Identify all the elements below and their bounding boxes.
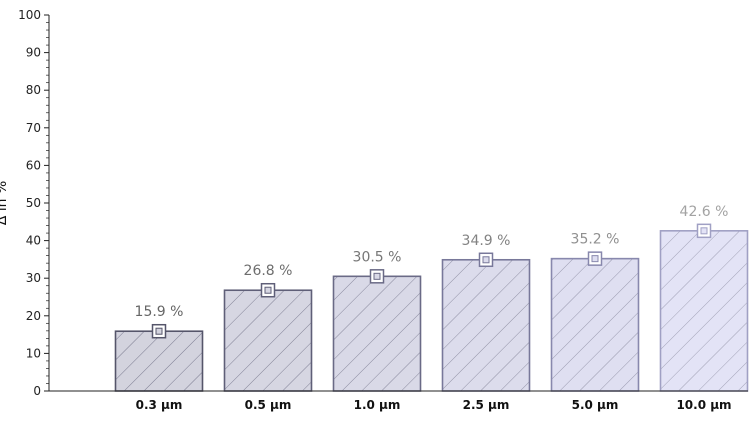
y-tick-label: 70 — [26, 121, 41, 135]
bar-marker-inner — [591, 255, 599, 263]
bar-hatch — [115, 331, 203, 391]
y-axis-title: Δ in % — [0, 181, 10, 226]
bar-hatch — [551, 258, 639, 391]
y-tick-label: 60 — [26, 158, 41, 172]
y-tick-label: 90 — [26, 46, 41, 60]
data-label: 35.2 % — [571, 232, 620, 248]
data-label: 30.5 % — [353, 249, 402, 265]
data-label: 15.9 % — [135, 304, 184, 320]
data-label: 26.8 % — [244, 263, 293, 279]
y-tick-label: 100 — [18, 8, 41, 22]
y-tick-label: 30 — [26, 271, 41, 285]
x-tick-label: 0.5 µm — [245, 398, 292, 412]
x-tick-label: 0.3 µm — [136, 398, 183, 412]
y-tick-label: 40 — [26, 234, 41, 248]
y-tick-label: 80 — [26, 83, 41, 97]
x-tick-label: 1.0 µm — [354, 398, 401, 412]
bar-hatch — [333, 276, 421, 391]
bar-hatch — [660, 230, 748, 391]
bar-marker-inner — [155, 327, 163, 335]
data-label: 42.6 % — [680, 204, 729, 220]
bar-marker-inner — [700, 227, 708, 235]
bar-hatch — [224, 290, 312, 391]
x-tick-label: 10.0 µm — [676, 398, 731, 412]
bars-group: 15.9 % 26.8 % 30.5 % 34.9 % 35.2 % 42.6 % — [114, 204, 749, 392]
x-axis-labels: 0.3 µm 0.5 µm 1.0 µm 2.5 µm 5.0 µm 10.0 µm — [136, 398, 732, 412]
bar-marker-inner — [482, 256, 490, 264]
y-tick-label: 10 — [26, 346, 41, 360]
y-tick-label: 20 — [26, 309, 41, 323]
bar-marker-inner — [373, 272, 381, 280]
y-tick-label: 50 — [26, 196, 41, 210]
bar-marker-inner — [264, 286, 272, 294]
y-tick-label: 0 — [33, 384, 41, 398]
x-tick-label: 5.0 µm — [572, 398, 619, 412]
y-axis: 0 10 20 30 40 50 60 70 80 90 100 — [18, 8, 49, 398]
x-tick-label: 2.5 µm — [463, 398, 510, 412]
bar-hatch — [442, 259, 530, 391]
data-label: 34.9 % — [462, 233, 511, 249]
